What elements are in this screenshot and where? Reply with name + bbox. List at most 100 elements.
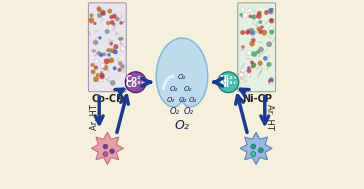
Text: Co-CP: Co-CP — [91, 94, 123, 104]
Circle shape — [106, 21, 110, 25]
Circle shape — [250, 41, 255, 46]
Circle shape — [251, 65, 254, 68]
Circle shape — [269, 19, 274, 23]
Circle shape — [258, 11, 262, 14]
Circle shape — [91, 63, 94, 67]
Circle shape — [105, 29, 110, 34]
Circle shape — [113, 50, 118, 54]
Circle shape — [269, 30, 274, 34]
Circle shape — [119, 21, 123, 25]
Circle shape — [88, 18, 94, 23]
Circle shape — [103, 53, 106, 56]
Circle shape — [113, 67, 116, 70]
Circle shape — [256, 50, 260, 54]
Circle shape — [109, 58, 114, 63]
Circle shape — [120, 19, 124, 23]
Circle shape — [120, 37, 123, 41]
Text: Ni²⁺: Ni²⁺ — [219, 75, 237, 84]
Circle shape — [104, 59, 110, 64]
Circle shape — [250, 61, 254, 64]
Circle shape — [118, 61, 122, 66]
Circle shape — [250, 30, 255, 35]
Circle shape — [256, 13, 262, 19]
Circle shape — [267, 62, 271, 67]
Circle shape — [247, 66, 250, 69]
Text: Co²⁺: Co²⁺ — [126, 75, 146, 84]
Circle shape — [251, 144, 256, 149]
Text: Ni³⁺: Ni³⁺ — [219, 80, 237, 89]
Circle shape — [101, 12, 104, 15]
Text: O₂: O₂ — [178, 74, 186, 80]
Circle shape — [246, 29, 250, 34]
Circle shape — [90, 14, 93, 17]
Circle shape — [115, 17, 119, 21]
Circle shape — [248, 8, 252, 12]
Circle shape — [241, 45, 245, 49]
Circle shape — [110, 20, 114, 25]
Circle shape — [264, 10, 269, 15]
Circle shape — [118, 37, 122, 40]
Circle shape — [260, 26, 264, 29]
Circle shape — [246, 51, 251, 55]
Text: O₂: O₂ — [175, 119, 189, 132]
Circle shape — [247, 73, 251, 77]
Circle shape — [258, 148, 263, 153]
Circle shape — [251, 51, 257, 57]
Circle shape — [269, 18, 273, 22]
Circle shape — [254, 17, 259, 22]
Circle shape — [239, 73, 244, 78]
Text: O₂: O₂ — [178, 97, 186, 103]
Circle shape — [92, 49, 96, 52]
FancyBboxPatch shape — [238, 3, 276, 92]
Circle shape — [252, 38, 256, 42]
Circle shape — [269, 10, 273, 14]
Circle shape — [110, 42, 113, 45]
Circle shape — [269, 26, 274, 31]
Circle shape — [242, 12, 248, 18]
Circle shape — [110, 15, 114, 19]
Circle shape — [103, 152, 108, 156]
Circle shape — [218, 72, 239, 93]
Circle shape — [91, 70, 95, 74]
Circle shape — [241, 68, 245, 72]
Circle shape — [103, 65, 108, 70]
Circle shape — [249, 15, 252, 18]
Circle shape — [270, 8, 273, 11]
Circle shape — [93, 76, 99, 82]
Circle shape — [107, 9, 112, 13]
Circle shape — [261, 30, 267, 35]
Circle shape — [269, 78, 273, 82]
Circle shape — [252, 63, 256, 67]
Circle shape — [99, 53, 103, 57]
Circle shape — [99, 74, 104, 79]
FancyBboxPatch shape — [88, 3, 126, 92]
Circle shape — [241, 76, 245, 80]
Polygon shape — [156, 38, 208, 107]
Circle shape — [266, 41, 272, 47]
Circle shape — [101, 11, 106, 16]
Circle shape — [120, 64, 124, 69]
Circle shape — [251, 15, 254, 18]
Circle shape — [110, 80, 115, 85]
Circle shape — [100, 64, 105, 68]
Circle shape — [110, 149, 114, 153]
Circle shape — [258, 29, 263, 34]
Circle shape — [112, 23, 115, 26]
Circle shape — [94, 66, 98, 70]
Circle shape — [98, 9, 101, 12]
Circle shape — [258, 47, 264, 52]
Circle shape — [241, 8, 245, 12]
Circle shape — [246, 31, 249, 35]
Text: O₂: O₂ — [184, 107, 194, 116]
Circle shape — [94, 22, 96, 25]
Text: Co³⁺: Co³⁺ — [126, 80, 146, 89]
Circle shape — [241, 75, 244, 79]
Circle shape — [112, 14, 117, 19]
Circle shape — [258, 61, 262, 66]
Circle shape — [97, 7, 101, 11]
Circle shape — [257, 11, 261, 15]
Circle shape — [106, 49, 110, 52]
Circle shape — [251, 152, 256, 156]
Circle shape — [120, 18, 125, 22]
Circle shape — [251, 63, 256, 68]
